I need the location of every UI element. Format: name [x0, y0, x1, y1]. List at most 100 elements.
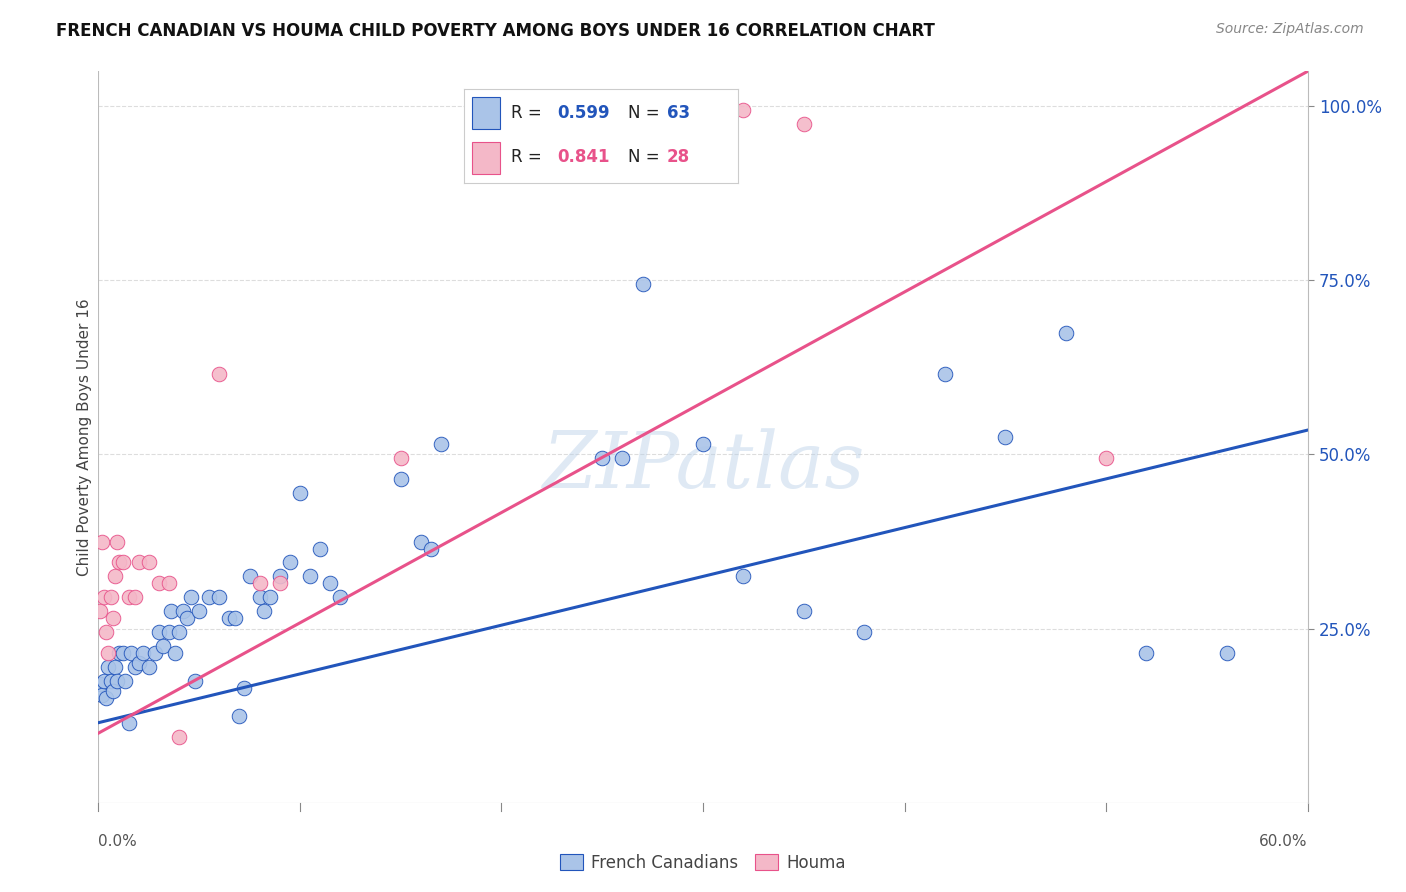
Point: [143, 646, 166, 660]
Point: [138, 660, 160, 674]
FancyBboxPatch shape: [472, 142, 499, 175]
Text: ZIPatlas: ZIPatlas: [541, 428, 865, 505]
Text: N =: N =: [628, 148, 665, 166]
Point: [430, 437, 453, 451]
Text: N =: N =: [628, 104, 665, 122]
Point: [167, 730, 190, 744]
Point: [97, 646, 120, 660]
Point: [93, 673, 115, 688]
Point: [208, 591, 231, 605]
Text: FRENCH CANADIAN VS HOUMA CHILD POVERTY AMONG BOYS UNDER 16 CORRELATION CHART: FRENCH CANADIAN VS HOUMA CHILD POVERTY A…: [56, 22, 935, 40]
Text: R =: R =: [510, 148, 547, 166]
Point: [91, 534, 114, 549]
Point: [107, 556, 129, 570]
Point: [105, 534, 128, 549]
Point: [934, 368, 956, 382]
Point: [994, 430, 1017, 444]
Point: [612, 450, 634, 465]
Point: [138, 556, 160, 570]
Point: [239, 569, 262, 583]
Point: [692, 437, 714, 451]
Point: [224, 611, 246, 625]
Point: [249, 576, 271, 591]
Point: [89, 604, 111, 618]
Point: [188, 604, 211, 618]
Point: [128, 657, 150, 671]
Point: [105, 673, 128, 688]
Point: [91, 688, 114, 702]
Point: [228, 708, 250, 723]
Point: [160, 604, 183, 618]
Point: [1095, 450, 1118, 465]
Point: [319, 576, 342, 591]
Point: [208, 368, 231, 382]
Point: [157, 576, 180, 591]
Point: [184, 673, 207, 688]
Point: [100, 591, 122, 605]
Point: [100, 673, 122, 688]
Point: [259, 591, 281, 605]
Text: 0.599: 0.599: [557, 104, 610, 122]
Point: [631, 277, 654, 291]
Point: [1216, 646, 1239, 660]
Point: [651, 117, 673, 131]
Point: [232, 681, 254, 695]
Point: [793, 604, 815, 618]
Point: [103, 660, 125, 674]
Point: [591, 137, 613, 152]
Point: [733, 103, 755, 117]
Point: [111, 556, 134, 570]
Y-axis label: Child Poverty Among Boys Under 16: Child Poverty Among Boys Under 16: [77, 298, 91, 576]
Point: [148, 625, 170, 640]
Point: [853, 625, 876, 640]
Point: [96, 691, 118, 706]
Point: [711, 117, 734, 131]
Point: [103, 569, 125, 583]
Point: [167, 625, 190, 640]
Point: [269, 569, 291, 583]
Point: [93, 591, 115, 605]
Point: [1054, 326, 1077, 340]
Point: [591, 450, 613, 465]
Point: [97, 660, 120, 674]
Point: [253, 604, 276, 618]
Point: [278, 556, 301, 570]
Text: 0.841: 0.841: [557, 148, 610, 166]
Point: [198, 591, 221, 605]
Point: [163, 646, 186, 660]
Point: [148, 576, 170, 591]
Point: [89, 677, 111, 691]
FancyBboxPatch shape: [472, 96, 499, 129]
Legend: French Canadians, Houma: French Canadians, Houma: [553, 847, 853, 879]
Point: [107, 646, 129, 660]
Point: [118, 715, 141, 730]
Point: [101, 611, 124, 625]
Text: 0.0%: 0.0%: [98, 834, 138, 849]
Text: Source: ZipAtlas.com: Source: ZipAtlas.com: [1216, 22, 1364, 37]
Point: [1135, 646, 1157, 660]
Point: [114, 673, 136, 688]
Point: [733, 569, 755, 583]
Point: [124, 660, 146, 674]
Point: [793, 117, 815, 131]
Point: [111, 646, 134, 660]
Point: [389, 472, 412, 486]
Point: [309, 541, 332, 556]
Point: [420, 541, 443, 556]
Text: 60.0%: 60.0%: [1260, 834, 1308, 849]
Text: R =: R =: [510, 104, 547, 122]
Point: [288, 485, 311, 500]
Point: [409, 534, 432, 549]
Point: [157, 625, 180, 640]
Point: [118, 591, 141, 605]
Point: [329, 591, 352, 605]
Point: [120, 646, 142, 660]
Point: [218, 611, 240, 625]
Point: [299, 569, 322, 583]
Text: 28: 28: [666, 148, 690, 166]
Text: 63: 63: [666, 104, 690, 122]
Point: [132, 646, 155, 660]
Point: [172, 604, 194, 618]
Point: [269, 576, 291, 591]
Point: [128, 556, 150, 570]
